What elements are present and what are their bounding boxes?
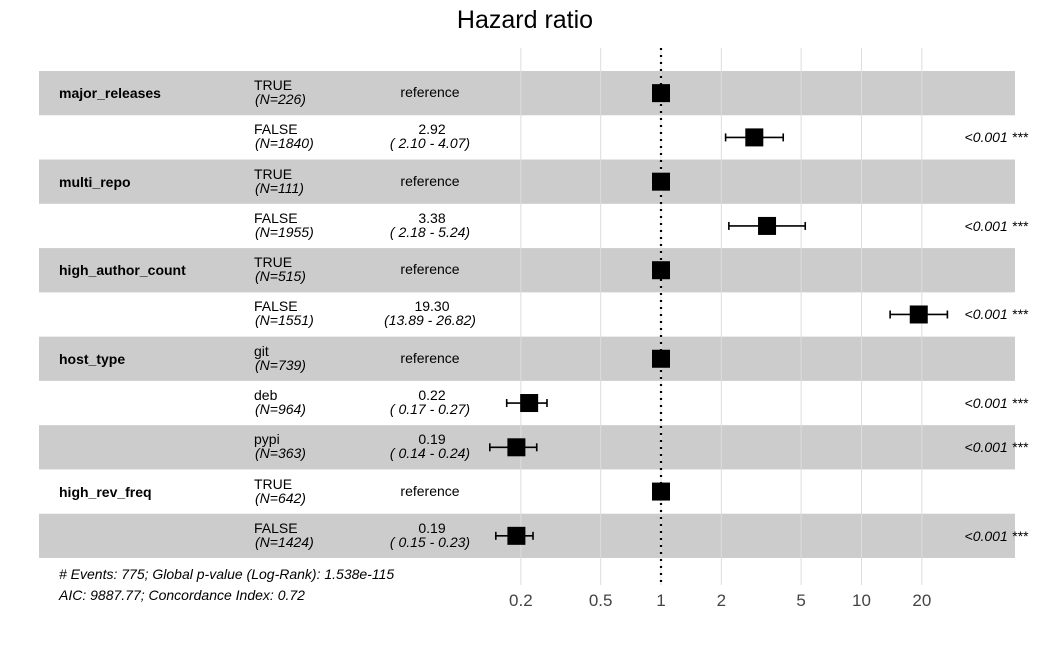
row-band xyxy=(39,159,1015,204)
row-band xyxy=(39,336,1015,381)
estimate-label: reference xyxy=(400,261,460,278)
hr-marker xyxy=(652,261,670,280)
n-label: (N=111) xyxy=(255,179,304,196)
estimate-label: 0.22 xyxy=(418,387,446,404)
hr-marker xyxy=(507,438,526,457)
level-label: TRUE xyxy=(254,77,293,94)
x-tick-label: 0.5 xyxy=(588,591,613,610)
hr-marker xyxy=(758,216,777,235)
n-label: (N=964) xyxy=(255,401,306,418)
n-label: (N=1424) xyxy=(255,533,314,550)
x-tick-label: 20 xyxy=(912,591,932,610)
p-value-label: <0.001 *** xyxy=(964,217,1028,234)
hr-marker xyxy=(652,349,670,368)
level-label: TRUE xyxy=(254,165,293,182)
ci-label: ( 2.18 - 5.24) xyxy=(389,223,471,240)
level-label: FALSE xyxy=(254,519,298,536)
estimate-label: reference xyxy=(400,172,460,189)
n-label: (N=1955) xyxy=(255,223,314,240)
level-label: TRUE xyxy=(254,475,293,492)
variable-label: high_author_count xyxy=(59,262,186,279)
hr-marker xyxy=(507,526,526,545)
ci-label: ( 2.10 - 4.07) xyxy=(389,135,471,152)
n-label: (N=739) xyxy=(255,356,306,373)
x-tick-label: 1 xyxy=(656,591,666,610)
level-label: git xyxy=(254,342,269,359)
estimate-label: 19.30 xyxy=(414,298,450,315)
x-tick-label: 2 xyxy=(716,591,727,610)
level-label: FALSE xyxy=(254,121,298,138)
level-label: deb xyxy=(254,387,278,404)
variable-label: host_type xyxy=(59,350,126,367)
p-value-label: <0.001 *** xyxy=(964,527,1028,544)
x-tick-label: 10 xyxy=(852,591,871,610)
chart-title: Hazard ratio xyxy=(456,6,594,34)
variable-label: major_releases xyxy=(59,85,161,102)
hr-marker xyxy=(652,482,670,501)
row-band xyxy=(39,248,1015,293)
n-label: (N=363) xyxy=(255,445,306,462)
estimate-label: reference xyxy=(400,349,460,366)
variable-label: multi_repo xyxy=(59,173,131,190)
hr-marker xyxy=(652,172,670,191)
x-tick-label: 0.2 xyxy=(509,591,533,610)
x-tick-label: 5 xyxy=(796,591,806,610)
ci-label: (13.89 - 26.82) xyxy=(384,312,476,329)
level-label: FALSE xyxy=(254,209,298,226)
row-band xyxy=(39,71,1015,116)
footnote-events: # Events: 775; Global p-value (Log-Rank)… xyxy=(59,566,395,582)
estimate-label: reference xyxy=(400,482,460,499)
hr-marker xyxy=(652,84,670,103)
estimate-label: reference xyxy=(400,84,460,101)
n-label: (N=515) xyxy=(255,268,306,285)
ci-label: ( 0.17 - 0.27) xyxy=(389,401,471,418)
level-label: pypi xyxy=(254,431,280,448)
level-label: FALSE xyxy=(254,298,298,315)
variable-label: high_rev_freq xyxy=(59,483,152,500)
hr-marker xyxy=(745,128,764,147)
estimate-label: 2.92 xyxy=(418,121,446,138)
estimate-label: 0.19 xyxy=(418,431,446,448)
n-label: (N=226) xyxy=(255,91,306,108)
footnote-aic: AIC: 9887.77; Concordance Index: 0.72 xyxy=(59,587,305,603)
n-label: (N=1840) xyxy=(255,135,314,152)
p-value-label: <0.001 *** xyxy=(964,306,1028,323)
estimate-label: 3.38 xyxy=(418,209,446,226)
p-value-label: <0.001 *** xyxy=(964,395,1028,412)
p-value-label: <0.001 *** xyxy=(964,439,1028,456)
hr-marker xyxy=(520,394,539,413)
hr-marker xyxy=(909,305,928,324)
ci-label: ( 0.15 - 0.23) xyxy=(389,533,471,550)
level-label: TRUE xyxy=(254,254,293,271)
n-label: (N=1551) xyxy=(255,312,314,329)
estimate-label: 0.19 xyxy=(418,519,446,536)
ci-label: ( 0.14 - 0.24) xyxy=(389,445,471,462)
p-value-label: <0.001 *** xyxy=(964,129,1028,146)
n-label: (N=642) xyxy=(255,489,306,506)
